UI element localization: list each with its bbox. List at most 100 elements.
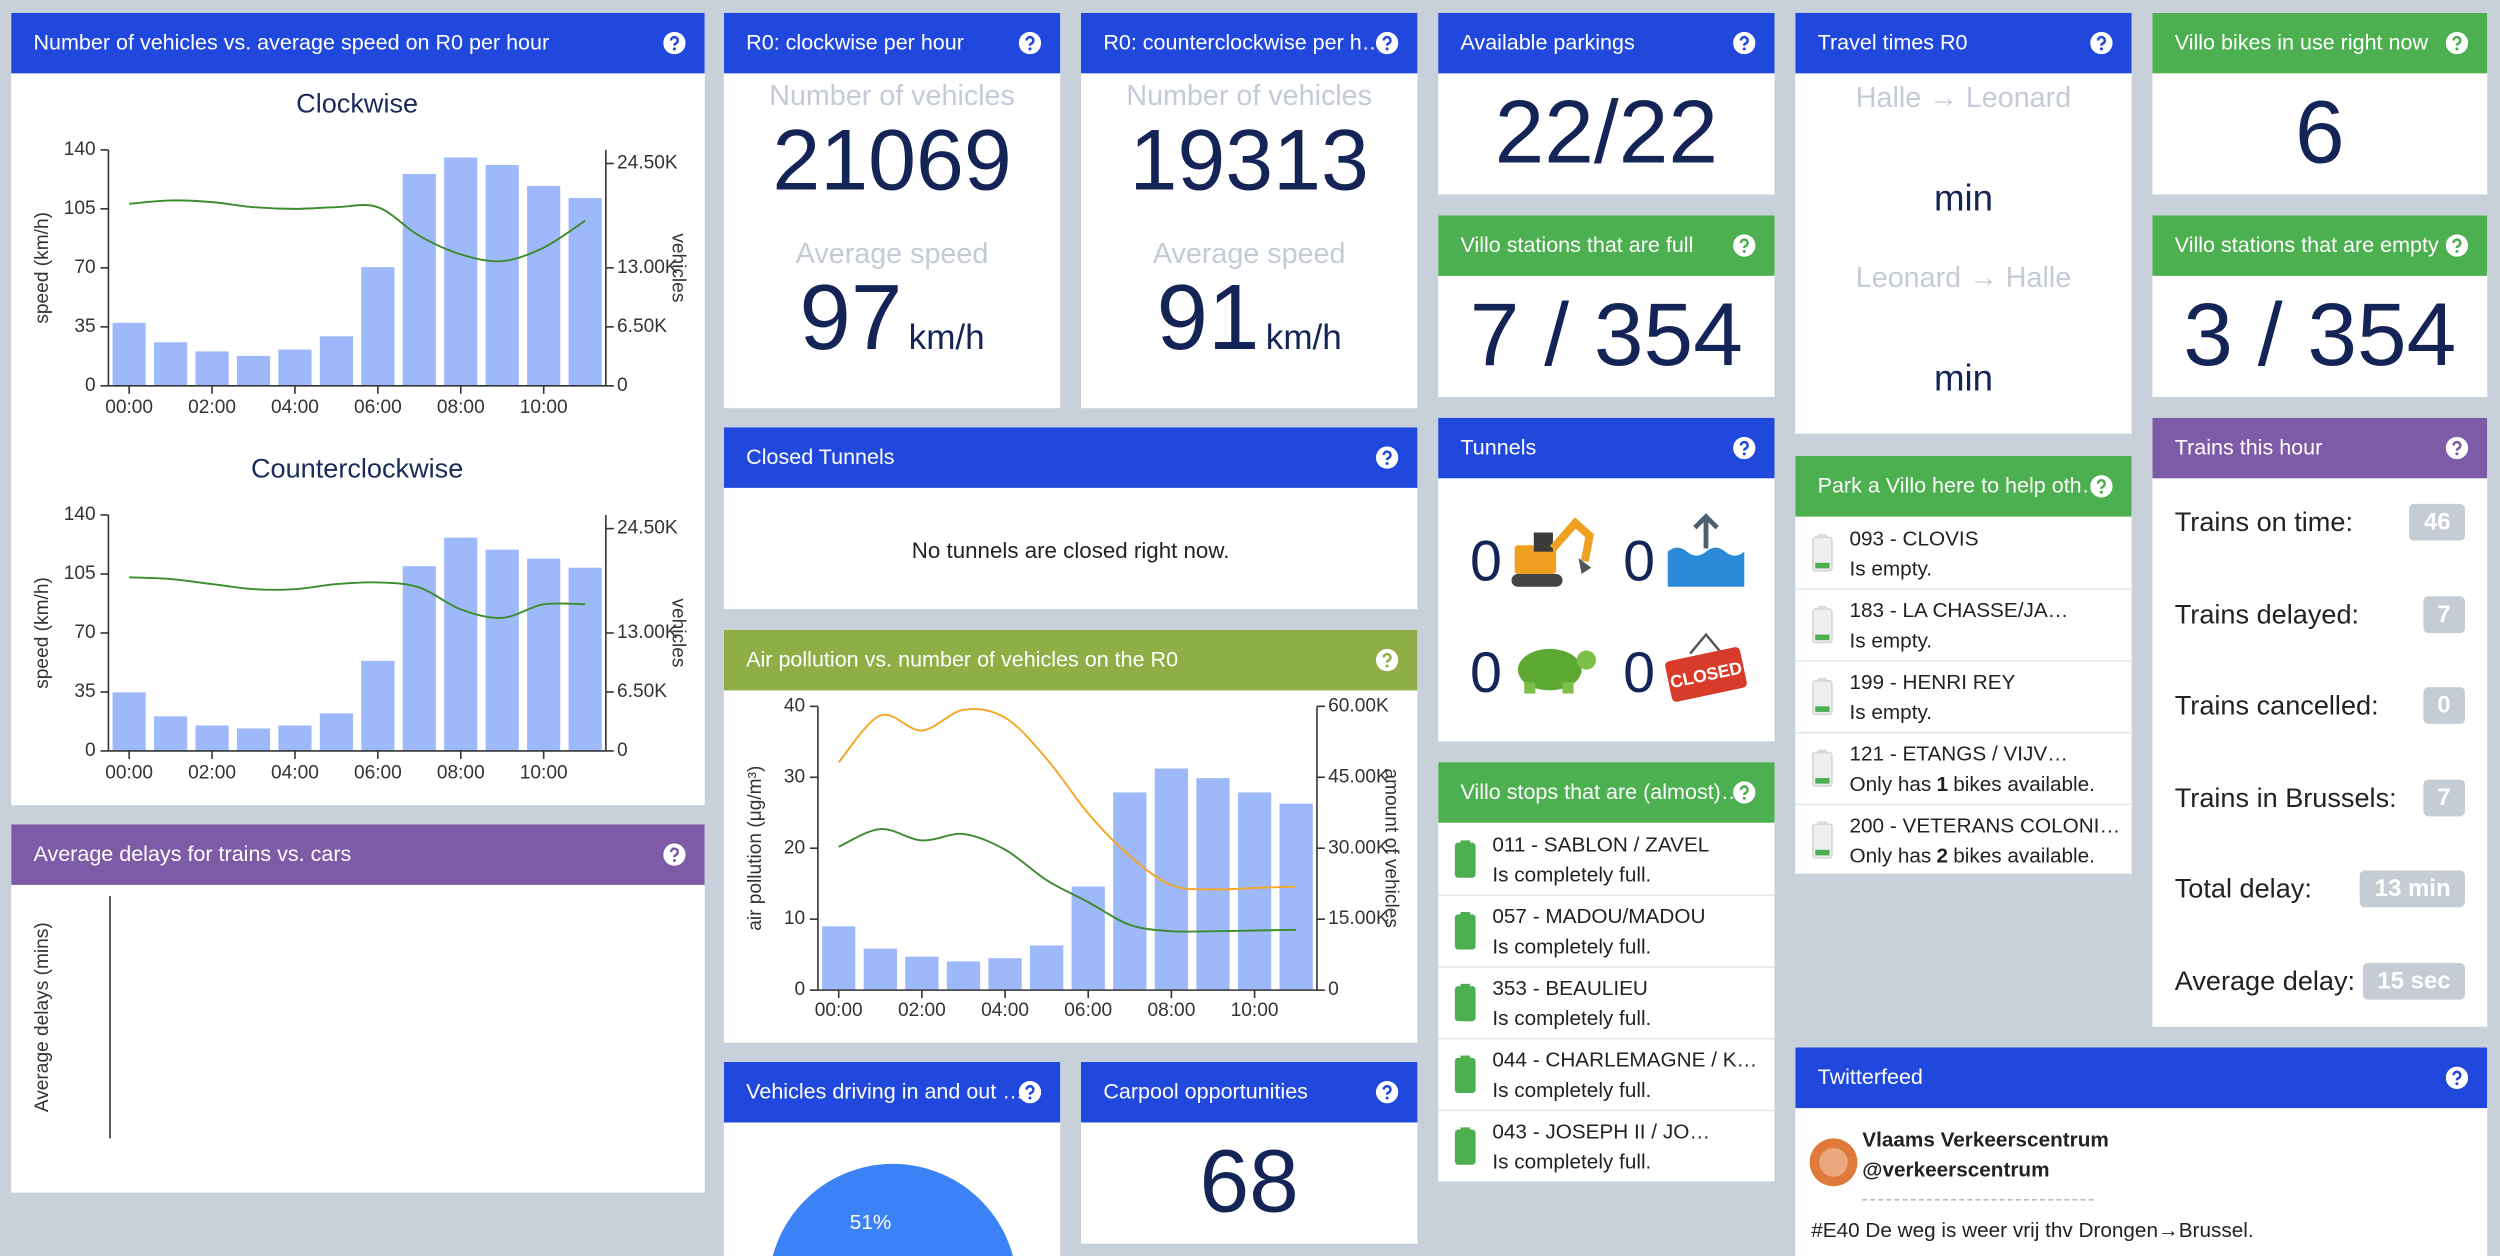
battery-body [1812, 680, 1833, 716]
kpi-label: Average speed [1152, 237, 1346, 270]
help-mark [1025, 35, 1035, 46]
help-icon[interactable] [1733, 781, 1756, 804]
battery-level [1815, 778, 1830, 784]
panel-title: Available parkings [1460, 30, 1635, 55]
panel-header: R0: clockwise per hour [723, 12, 1061, 74]
train-value: 13 min [2360, 871, 2465, 908]
kpi-value: 19313 [1129, 113, 1369, 209]
battery-icon [1812, 677, 1833, 716]
panel-header: Closed Tunnels [723, 427, 1418, 488]
help-mark [1739, 238, 1749, 249]
station-status: Is completely full. [1492, 862, 1652, 887]
train-value: 15 sec [2363, 963, 2465, 1000]
panel: Villo stations that are empty 3 / 354 [2152, 215, 2488, 398]
panel-title: Number of vehicles vs. average speed on … [33, 30, 550, 55]
help-icon[interactable] [2090, 31, 2113, 55]
station-status: Is empty. [1849, 628, 1933, 653]
panel-title: Average delays for trains vs. cars [33, 841, 352, 866]
panel: Closed Tunnels No tunnels are closed rig… [723, 427, 1418, 610]
station-name: 121 - ETANGS / VIJV… [1849, 741, 2068, 766]
help-icon[interactable] [1375, 31, 1399, 55]
train-label: Trains on time: [2174, 507, 2353, 538]
help-icon[interactable] [1018, 1080, 1042, 1104]
battery-level [1815, 562, 1830, 569]
battery-cap [1460, 911, 1471, 916]
help-dot [2455, 249, 2459, 253]
battery-cap [1817, 821, 1828, 825]
help-icon[interactable] [1375, 446, 1399, 469]
tweet-author: Vlaams Verkeerscentrum [1862, 1127, 2109, 1152]
battery-icon [1812, 749, 1833, 787]
kpi-value: 91 [1156, 266, 1260, 370]
panel: Travel times R0 Halle → Leonard min Leon… [1795, 12, 2132, 434]
help-dot [1742, 249, 1746, 253]
panel-header: Trains this hour [2152, 417, 2488, 479]
help-icon[interactable] [1375, 1080, 1399, 1104]
train-label: Trains delayed: [2174, 598, 2360, 630]
help-dot [1742, 47, 1746, 51]
help-icon[interactable] [1733, 234, 1756, 257]
help-mark [1025, 1084, 1035, 1095]
list-item: 057 - MADOU/MADOU Is completely full. [1438, 894, 1775, 968]
panel: Vehicles driving in and out … [723, 1061, 1061, 1256]
help-mark [2452, 440, 2462, 451]
panel: Carpool opportunities 68 [1080, 1061, 1418, 1244]
battery-icon [1454, 983, 1476, 1022]
station-status: Only has 2 bikes available. [1849, 843, 2094, 867]
status-text: bikes available. [1953, 843, 2095, 868]
station-status: Only has 1 bikes available. [1849, 772, 2094, 796]
panel: R0: clockwise per hour Number of vehicle… [723, 12, 1061, 409]
panel-title: Air pollution vs. number of vehicles on … [746, 647, 1179, 672]
tweet-handle: @verkeerscentrum [1862, 1157, 2050, 1182]
message: No tunnels are closed right now. [911, 537, 1230, 563]
panel-header: Villo stops that are (almost)… [1438, 762, 1775, 823]
panel: Villo stations that are full 7 / 354 [1438, 215, 1775, 398]
kpi-value: 3 / 354 [2183, 283, 2457, 385]
battery-cap [1460, 1055, 1471, 1059]
battery-icon [1454, 1127, 1476, 1165]
help-mark [669, 35, 680, 46]
route: Halle → Leonard [1855, 81, 2072, 114]
help-dot [2455, 47, 2459, 51]
panel-header: Carpool opportunities [1080, 1061, 1418, 1123]
train-value: 7 [2422, 595, 2465, 633]
panel: Park a Villo here to help oth… 093 - CLO… [1795, 455, 2132, 874]
panel-header: Tunnels [1438, 417, 1775, 479]
help-icon[interactable] [663, 31, 686, 55]
help-icon[interactable] [2445, 436, 2469, 460]
help-mark [2096, 35, 2106, 46]
help-dot [2099, 47, 2103, 51]
separator [1862, 1198, 2094, 1201]
tunnel-icons: CLOSED [1511, 513, 1747, 702]
help-mark [2096, 479, 2106, 489]
panel: Tunnels 0 0 0 0 CLOSED [1438, 417, 1775, 742]
help-icon[interactable] [2445, 31, 2469, 55]
panel-header: Available parkings [1438, 12, 1775, 74]
kpi-value: 68 [1199, 1130, 1299, 1231]
bike-count: 1 [1936, 771, 1949, 796]
help-icon[interactable] [2090, 475, 2113, 498]
help-icon[interactable] [1733, 31, 1756, 55]
help-icon[interactable] [2445, 1066, 2469, 1089]
station-name: 043 - JOSEPH II / JO… [1492, 1119, 1711, 1144]
list-item: 353 - BEAULIEU Is completely full. [1438, 966, 1775, 1040]
battery-cap [1460, 1127, 1471, 1131]
battery-body [1454, 1129, 1476, 1165]
help-mark [1382, 1084, 1392, 1095]
help-dot [1028, 1096, 1032, 1100]
help-dot [672, 47, 676, 51]
panel-title: Travel times R0 [1817, 30, 1968, 55]
help-icon[interactable] [1018, 31, 1042, 55]
help-icon[interactable] [1375, 648, 1399, 672]
panel-title: Tunnels [1460, 435, 1537, 460]
battery-icon [1454, 911, 1476, 950]
list-item: 121 - ETANGS / VIJV… Only has 1 bikes avail… [1795, 732, 2132, 806]
help-icon[interactable] [2445, 234, 2469, 257]
panel-title: Villo stops that are (almost)… [1460, 779, 1743, 804]
panel: Trains this hour Trains on time: 46 Trains… [2152, 417, 2488, 1027]
help-mark [1382, 652, 1392, 663]
battery-icon [1454, 840, 1476, 878]
help-icon[interactable] [1733, 436, 1756, 460]
battery-icon [1812, 821, 1833, 859]
help-icon[interactable] [663, 843, 686, 866]
